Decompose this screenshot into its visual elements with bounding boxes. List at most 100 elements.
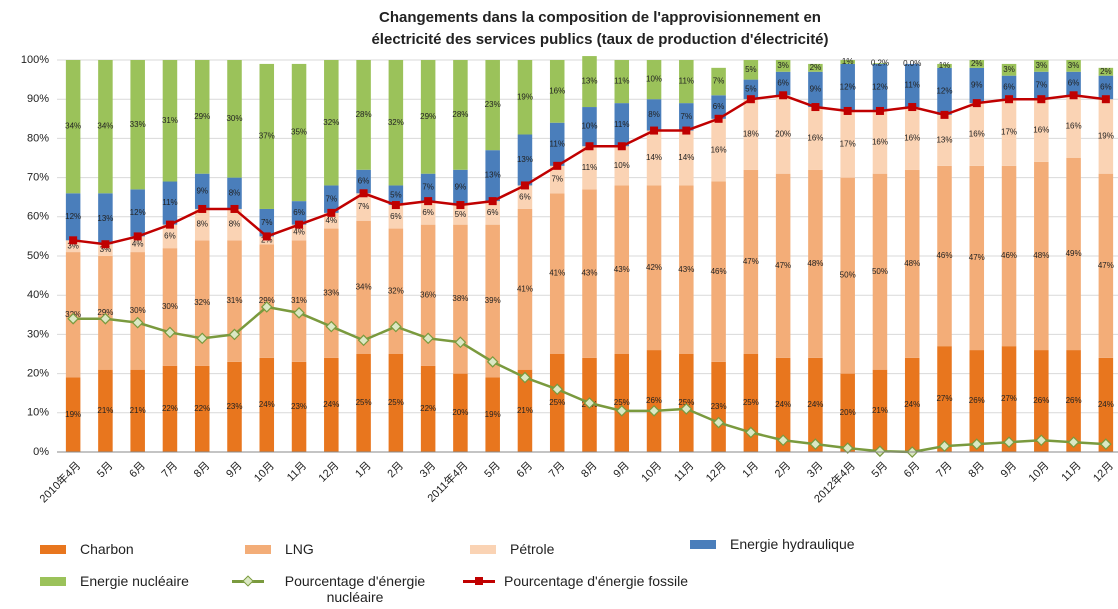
line-marker xyxy=(69,236,78,245)
data-label: 37% xyxy=(259,132,275,141)
bar-segment xyxy=(194,208,210,241)
bar-segment xyxy=(517,369,533,452)
data-label: 7% xyxy=(681,112,693,121)
data-label: 12% xyxy=(936,86,952,95)
data-label: 30% xyxy=(162,302,178,311)
bar-segment xyxy=(969,165,985,351)
data-label: 24% xyxy=(904,400,920,409)
data-label: 3% xyxy=(777,61,789,70)
legend-swatch xyxy=(245,545,271,554)
data-label: 14% xyxy=(646,153,662,162)
data-label: 22% xyxy=(194,404,210,413)
data-label: 32% xyxy=(388,118,404,127)
data-label: 47% xyxy=(743,257,759,266)
data-label: 26% xyxy=(969,396,985,405)
line-marker xyxy=(551,383,564,396)
bar-segment xyxy=(356,169,371,194)
legend-label: LNG xyxy=(285,541,314,557)
bar-segment xyxy=(98,60,113,194)
x-tick-label: 7月 xyxy=(934,460,955,481)
line-marker xyxy=(196,332,209,345)
line-marker xyxy=(714,114,723,123)
data-label: 6% xyxy=(713,102,725,111)
data-label: 50% xyxy=(872,267,888,276)
data-label: 31% xyxy=(162,116,178,125)
bar-segment xyxy=(743,354,759,452)
legend-item: LNG xyxy=(245,541,314,557)
bar-segment xyxy=(291,361,307,452)
bar-segment xyxy=(453,205,468,225)
bar-segment xyxy=(775,60,791,72)
data-label: 6% xyxy=(519,192,531,201)
data-label: 9% xyxy=(810,85,822,94)
data-label: 22% xyxy=(420,404,436,413)
data-label: 11% xyxy=(614,120,629,129)
data-label: 20% xyxy=(775,130,791,139)
data-label: 24% xyxy=(323,400,339,409)
legend-label: Energie nucléaire xyxy=(80,573,189,589)
bar-segment xyxy=(453,224,468,374)
bar-segment xyxy=(679,185,694,354)
data-label: 0.0% xyxy=(903,59,921,68)
data-label: 25% xyxy=(678,398,694,407)
data-label: 46% xyxy=(936,251,952,260)
legend-item: Energie hydraulique xyxy=(690,536,855,552)
data-label: 2% xyxy=(971,59,983,68)
data-label: 34% xyxy=(65,122,81,131)
data-label: 26% xyxy=(646,396,662,405)
x-tick-label: 2010年4月 xyxy=(36,458,83,505)
bar-segment xyxy=(1098,99,1114,174)
bar-segment xyxy=(904,169,920,358)
line-marker xyxy=(615,404,628,417)
bar-segment xyxy=(485,60,500,151)
data-label: 23% xyxy=(485,100,501,109)
data-label: 14% xyxy=(678,153,694,162)
bar-segment xyxy=(743,169,759,354)
bar-segment xyxy=(130,189,145,237)
y-tick-label: 40% xyxy=(27,289,49,301)
data-label: 11% xyxy=(162,198,177,207)
bar-segment xyxy=(65,377,81,452)
legend-label: Pourcentage d'énergie nucléaire xyxy=(284,573,426,605)
bar-segment xyxy=(227,177,242,209)
data-label: 8% xyxy=(229,220,241,229)
bar-segment xyxy=(1066,60,1081,72)
bar-segment xyxy=(1001,75,1017,100)
bar-segment xyxy=(679,354,694,452)
bar-segment xyxy=(808,107,823,170)
data-label: 10% xyxy=(646,75,662,84)
bar-segment xyxy=(743,99,759,170)
line-marker xyxy=(1101,95,1110,104)
x-tick-label: 2月 xyxy=(773,460,794,481)
line-marker xyxy=(908,103,917,112)
x-tick-label: 11月 xyxy=(285,460,309,484)
bar-segment xyxy=(646,185,662,351)
bar-segment xyxy=(969,60,985,68)
bar-segment xyxy=(453,60,468,170)
data-label: 21% xyxy=(517,406,533,415)
bar-segment xyxy=(614,146,630,186)
data-label: 7% xyxy=(1036,81,1048,90)
line-marker xyxy=(164,326,176,339)
data-label: 6% xyxy=(487,208,499,217)
bar-segment xyxy=(775,357,791,452)
line-marker xyxy=(553,161,562,170)
line-marker xyxy=(745,426,757,439)
data-label: 7% xyxy=(713,77,725,86)
data-label: 35% xyxy=(291,128,307,137)
data-label: 11% xyxy=(550,139,565,148)
data-label: 16% xyxy=(969,130,985,139)
bar-segment xyxy=(324,185,339,213)
bar-segment xyxy=(194,173,210,209)
bar-segment xyxy=(1098,357,1114,452)
legend-item: Pourcentage d'énergie nucléaire xyxy=(232,573,440,605)
bar-segment xyxy=(162,224,178,249)
bar-segment xyxy=(872,63,888,64)
data-label: 48% xyxy=(904,259,920,268)
line-marker xyxy=(165,220,174,229)
data-label: 6% xyxy=(1100,83,1112,92)
data-label: 19% xyxy=(517,92,533,101)
data-label: 13% xyxy=(517,155,533,164)
x-tick-label: 8月 xyxy=(579,460,600,481)
x-tick-label: 8月 xyxy=(192,460,213,481)
